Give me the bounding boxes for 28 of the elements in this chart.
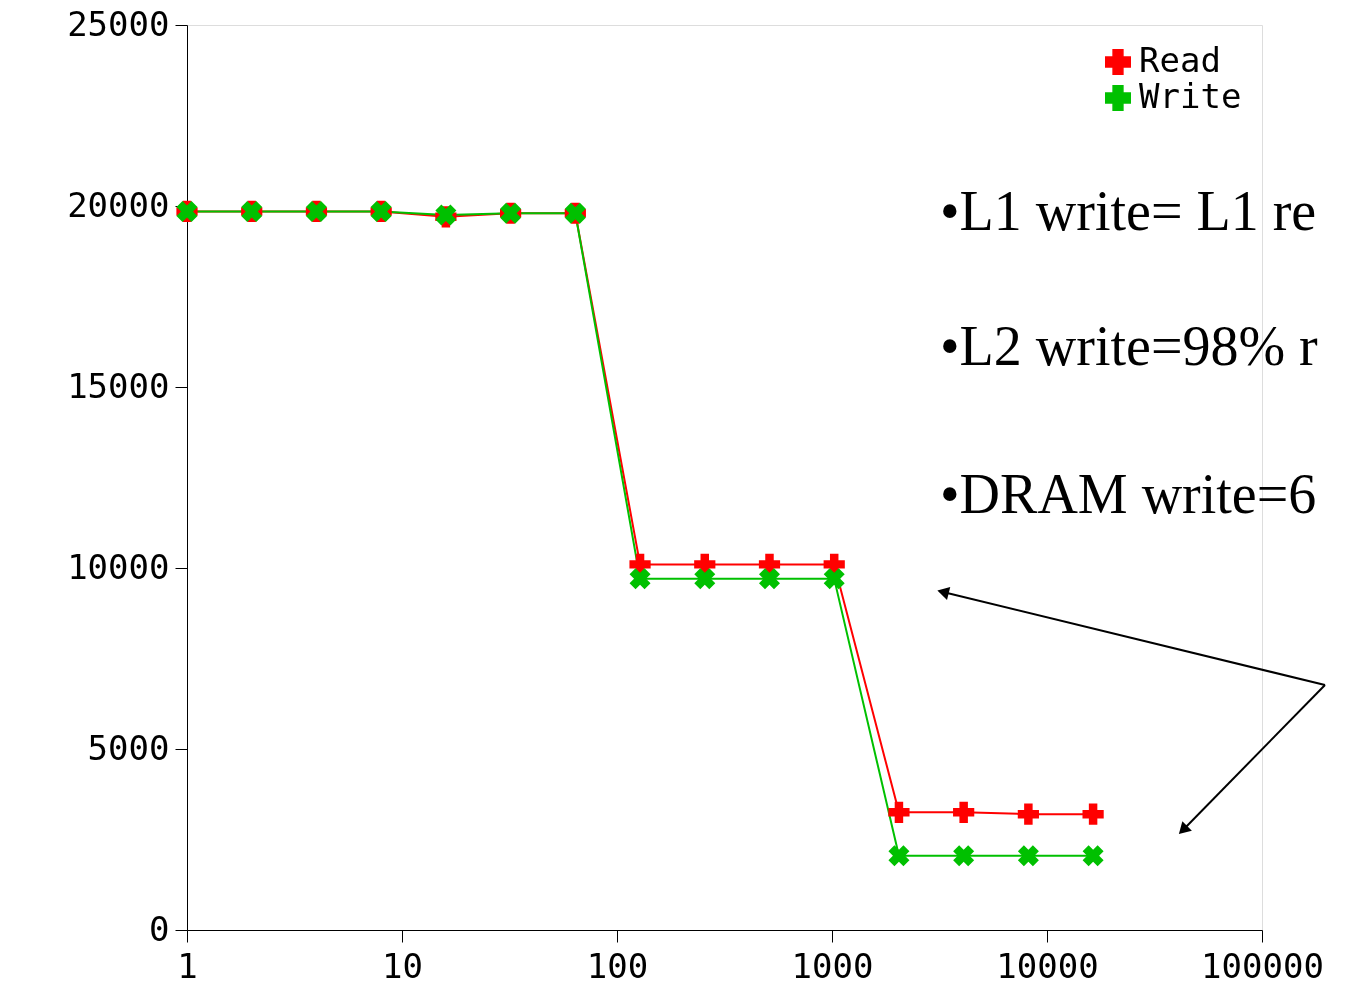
point xyxy=(888,845,910,867)
point xyxy=(953,845,975,867)
annotation: •L1 write= L1 re xyxy=(940,180,1317,242)
point xyxy=(888,801,910,823)
point xyxy=(758,553,781,575)
point xyxy=(953,801,975,823)
y-tick-label: 5000 xyxy=(87,727,170,768)
y-tick-label: 25000 xyxy=(67,3,170,44)
point xyxy=(1017,845,1039,867)
annotation: •DRAM write=6 xyxy=(940,463,1317,525)
point xyxy=(629,568,651,590)
y-tick-label: 20000 xyxy=(67,184,170,225)
y-tick-label: 15000 xyxy=(67,365,170,406)
point xyxy=(1082,803,1104,825)
point xyxy=(1017,803,1039,825)
point xyxy=(694,568,716,590)
y-tick-label: 0 xyxy=(149,908,170,949)
x-tick-label: 1000 xyxy=(791,945,874,986)
x-tick-label: 1 xyxy=(177,945,198,986)
annotation: •L2 write=98% r xyxy=(940,315,1319,377)
point xyxy=(758,568,780,590)
x-tick-label: 100 xyxy=(586,945,649,986)
x-tick-label: 100000 xyxy=(1201,945,1324,986)
point xyxy=(823,568,845,590)
x-tick-label: 10000 xyxy=(996,945,1099,986)
y-tick-label: 10000 xyxy=(67,546,170,587)
point xyxy=(1082,845,1104,867)
x-tick-label: 10 xyxy=(382,945,423,986)
